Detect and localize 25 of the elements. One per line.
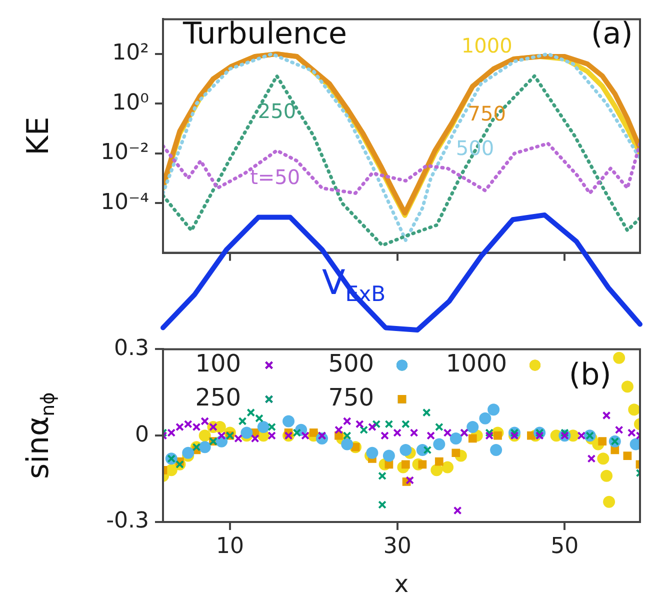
x-tick-label: 30 [383, 534, 412, 559]
y-tick-label: -0.3 [106, 508, 149, 534]
x-axis-title: x [394, 570, 409, 598]
series-label: t=50 [250, 165, 300, 190]
annotation: Turbulence [182, 16, 347, 52]
series-label: 1000 [461, 33, 512, 58]
y-tick-label: 0.3 [114, 336, 149, 361]
legend-label: 500 [328, 349, 374, 378]
legend-label: 750 [328, 383, 374, 412]
series-label: 250 [258, 98, 296, 123]
annotation: (b) [568, 358, 612, 393]
legend-label: 250 [195, 383, 242, 412]
legend-label: 1000 [446, 349, 507, 378]
x-tick-label: 50 [550, 534, 579, 559]
y-axis-title: sinαnϕ [20, 392, 59, 479]
y-tick-label: 10⁻⁴ [100, 190, 150, 215]
y-tick-label: 10² [112, 40, 149, 66]
y-tick-label: 0 [135, 422, 149, 448]
y-tick-label: 10⁰ [112, 90, 150, 116]
y-axis-title: KE [20, 116, 56, 156]
annotation: (a) [591, 16, 633, 52]
y-tick-label: 10⁻² [100, 140, 149, 166]
x-tick-label: 10 [216, 534, 244, 559]
legend-label: 100 [195, 349, 242, 378]
series-label: 500 [456, 136, 494, 160]
